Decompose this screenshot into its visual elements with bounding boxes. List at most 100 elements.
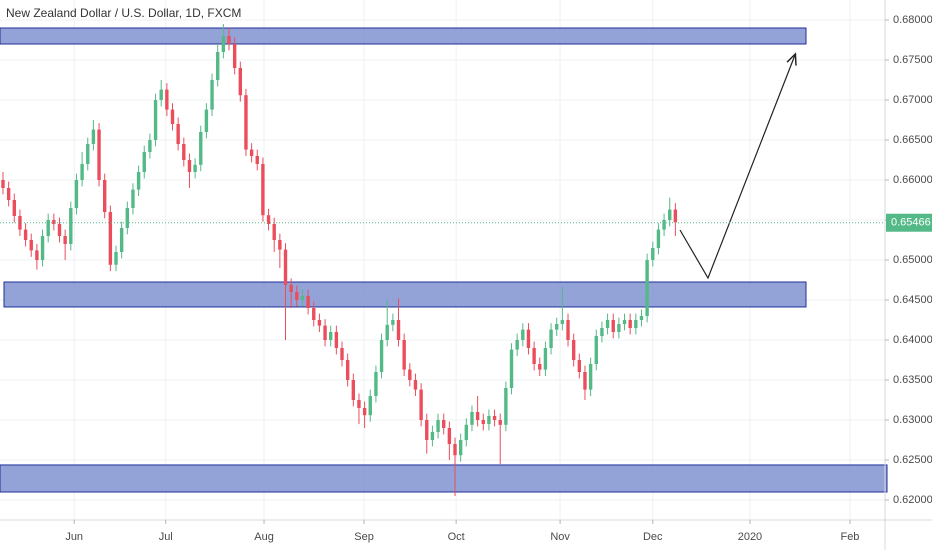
candle-body	[588, 364, 593, 390]
candle-body	[142, 152, 146, 172]
last-price-box	[886, 213, 932, 232]
x-tick-label: Nov	[550, 531, 570, 543]
candle-body	[622, 320, 627, 324]
candle-body	[74, 180, 79, 208]
candle-body	[86, 144, 90, 164]
candle-body	[187, 160, 192, 172]
y-tick-label: 0.66000	[893, 174, 932, 186]
y-tick-label: 0.68000	[893, 14, 932, 26]
candle-body	[470, 412, 474, 425]
candle-body	[464, 424, 469, 440]
candle-body	[69, 208, 73, 244]
candle-body	[255, 156, 259, 164]
x-tick-label: Feb	[840, 531, 859, 543]
x-tick-label: 2020	[738, 531, 762, 543]
price-zone	[0, 27, 807, 45]
candle-body	[340, 348, 344, 360]
candle-body	[509, 349, 514, 388]
candle-body	[634, 320, 638, 328]
candle-body	[63, 236, 67, 244]
candle-body	[442, 420, 446, 428]
candle-body	[6, 188, 11, 200]
candle-body	[312, 308, 316, 320]
candle-body	[521, 329, 525, 340]
candle-body	[391, 320, 395, 325]
candle-body	[651, 248, 655, 260]
candle-body	[165, 89, 169, 110]
price-zone	[3, 281, 807, 308]
candle-body	[199, 132, 203, 165]
candle-body	[549, 329, 553, 348]
candle-body	[46, 220, 50, 236]
candle-body	[594, 336, 598, 364]
candle-body	[498, 420, 502, 425]
x-tick-label: Oct	[448, 531, 465, 543]
candle-body	[656, 229, 661, 248]
candle-body	[447, 428, 452, 444]
candle-body	[402, 340, 406, 370]
candle-body	[504, 388, 508, 425]
candle-body	[323, 325, 327, 340]
candle-body	[453, 444, 457, 456]
candle-body	[29, 240, 33, 251]
candle-body	[176, 124, 180, 144]
projection-arrow	[679, 55, 795, 280]
candle-body	[408, 369, 412, 380]
candle-body	[227, 36, 231, 44]
x-tick-label: Aug	[254, 531, 274, 543]
candle-body	[673, 209, 678, 223]
candle-body	[662, 220, 666, 230]
candle-body	[204, 109, 209, 132]
y-tick-label: 0.66500	[893, 134, 932, 146]
candle-body	[249, 149, 254, 156]
candle-body	[532, 348, 536, 364]
candle-body	[566, 320, 570, 340]
candle-body	[210, 80, 214, 110]
candle-body	[1, 180, 5, 188]
y-tick-label: 0.63000	[893, 414, 932, 426]
candle-body	[329, 332, 333, 340]
candle-body	[244, 95, 248, 150]
candle-body	[628, 320, 632, 328]
candle-body	[639, 316, 644, 320]
candle-body	[221, 36, 226, 52]
candle-body	[577, 360, 582, 372]
candle-body	[413, 380, 418, 390]
y-tick-label: 0.67000	[893, 94, 932, 106]
candle-body	[357, 400, 361, 408]
candle-body	[526, 329, 531, 348]
price-zone	[0, 464, 888, 493]
candle-body	[159, 89, 163, 100]
candle-body	[306, 296, 310, 308]
candle-body	[481, 420, 485, 424]
candle-body	[23, 229, 28, 240]
candle-body	[430, 432, 435, 440]
candle-body	[487, 416, 491, 424]
candle-body	[351, 380, 356, 400]
candle-body	[278, 240, 282, 250]
candle-body	[131, 189, 135, 208]
candle-body	[261, 164, 265, 216]
candle-body	[374, 372, 378, 396]
grid-layer	[0, 0, 885, 520]
candle-body	[182, 144, 186, 160]
candle-body	[555, 324, 559, 330]
zone-layer	[0, 27, 888, 493]
candle-body	[272, 224, 276, 240]
candle-body	[583, 372, 587, 390]
candle-body	[52, 220, 56, 224]
candle-body	[40, 236, 45, 260]
candle-body	[232, 44, 237, 68]
candle-body	[12, 200, 16, 216]
candle-body	[458, 440, 463, 456]
candle-body	[266, 215, 271, 224]
candle-body	[238, 68, 243, 96]
candle-body	[57, 224, 62, 236]
candle-body	[170, 109, 175, 124]
y-tick-label: 0.67500	[893, 54, 932, 66]
y-tick-label: 0.64000	[893, 334, 932, 346]
candle-body	[295, 292, 299, 300]
y-tick-label: 0.64500	[893, 294, 932, 306]
